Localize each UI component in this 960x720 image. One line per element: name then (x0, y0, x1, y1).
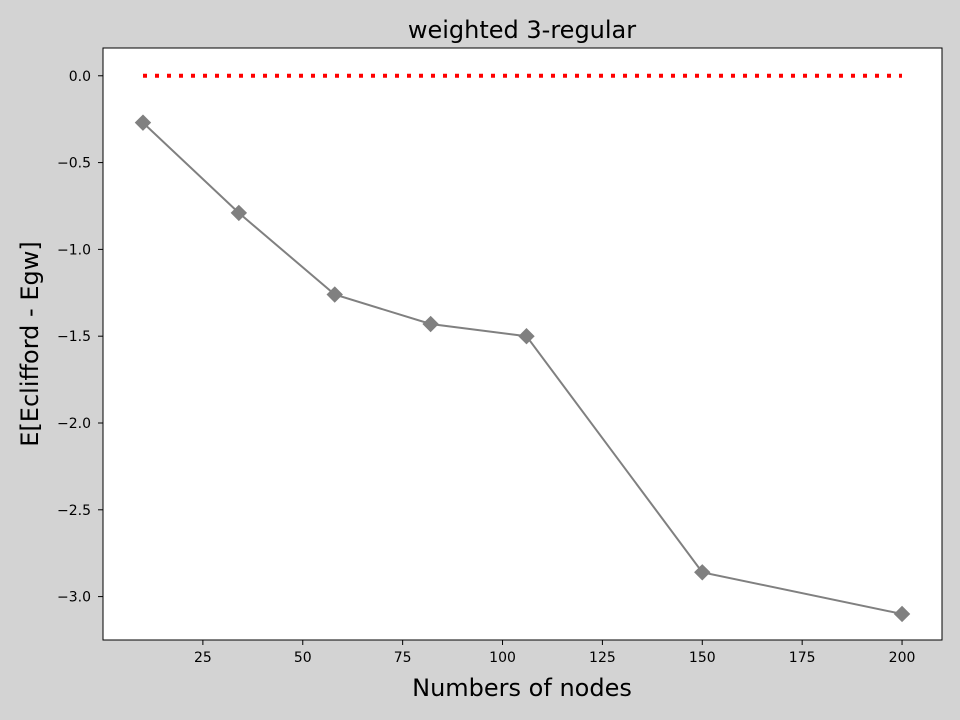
x-tick-label: 125 (589, 650, 616, 666)
data-point-marker (694, 564, 711, 581)
data-point-marker (518, 327, 535, 345)
y-tick-label: −2.5 (57, 503, 91, 519)
series-layer (134, 73, 911, 623)
data-point-marker (134, 114, 152, 131)
x-tick-label: 200 (889, 650, 916, 666)
data-point-marker (230, 204, 248, 222)
y-tick-label: −1.0 (57, 242, 91, 258)
y-tick-label: −0.5 (57, 156, 91, 172)
x-axis: 25 50 75 100 125 150 175 200 (194, 640, 915, 666)
plot-frame (102, 47, 943, 641)
x-tick-label: 100 (489, 650, 516, 666)
y-tick-label: 0.0 (69, 69, 91, 85)
x-tick-label: 175 (789, 650, 816, 666)
y-tick-label: −2.0 (57, 416, 91, 432)
y-tick-label: −1.5 (57, 329, 91, 345)
x-axis-label: Numbers of nodes (412, 674, 632, 702)
data-point-marker (326, 286, 343, 303)
data-point-marker (422, 315, 439, 333)
y-tick-label: −3.0 (57, 590, 91, 606)
x-tick-label: 150 (689, 650, 716, 666)
chart-title: weighted 3-regular (408, 16, 636, 44)
x-tick-label: 75 (394, 650, 412, 666)
x-tick-label: 50 (294, 650, 312, 666)
y-axis: 0.0 −0.5 −1.0 −1.5 −2.0 −2.5 −3.0 (57, 69, 103, 606)
x-tick-label: 25 (194, 650, 212, 666)
y-axis-label: E[Eclifford - Egw] (16, 241, 44, 446)
plot-area (103, 48, 942, 640)
data-point-marker (893, 605, 911, 623)
